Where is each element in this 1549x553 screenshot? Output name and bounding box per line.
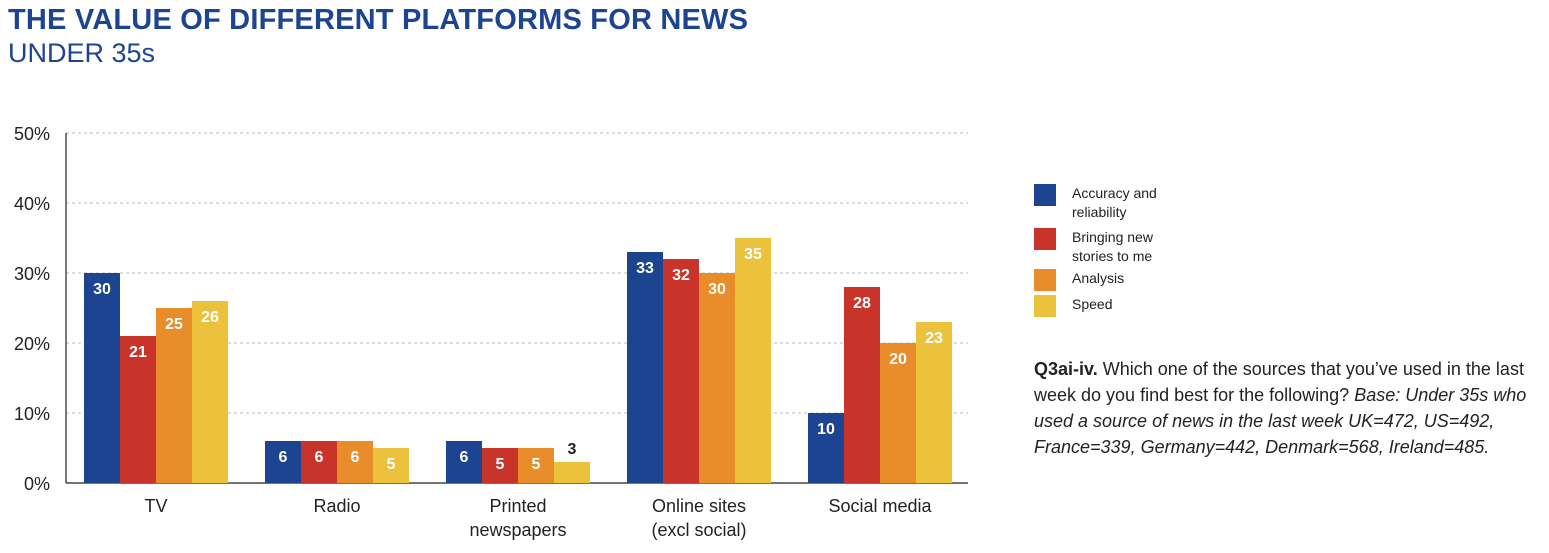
bar xyxy=(84,273,120,483)
bar xyxy=(482,448,518,483)
bar xyxy=(120,336,156,483)
bar xyxy=(518,448,554,483)
bar xyxy=(844,287,880,483)
data-label: 35 xyxy=(744,246,762,263)
bar xyxy=(663,259,699,483)
legend-label: Speed xyxy=(1072,296,1113,312)
bar xyxy=(627,252,663,483)
bar xyxy=(156,308,192,483)
bar xyxy=(916,322,952,483)
legend-label: Bringing new stories to me xyxy=(1072,229,1153,264)
bar xyxy=(265,441,301,483)
bar xyxy=(192,301,228,483)
y-tick-label: 10% xyxy=(14,404,50,424)
data-label: 30 xyxy=(708,281,726,298)
x-tick-label: Social media xyxy=(828,496,932,516)
data-label: 30 xyxy=(93,281,111,298)
x-tick-label: newspapers xyxy=(469,520,566,540)
bar xyxy=(554,462,590,483)
y-tick-label: 40% xyxy=(14,194,50,214)
data-label: 23 xyxy=(925,330,943,347)
data-label: 5 xyxy=(387,456,396,473)
data-label: 6 xyxy=(351,449,360,466)
data-label: 20 xyxy=(889,351,907,368)
bar xyxy=(373,448,409,483)
data-label: 3 xyxy=(568,441,577,458)
data-label: 6 xyxy=(460,449,469,466)
survey-base: Base: Under 35s who used a source of new… xyxy=(1034,385,1527,457)
data-label: 33 xyxy=(636,260,654,277)
bar-chart: 0% 10% 20% 30% 40% 50% 30 21 25 26 TV 6 6 6 5 Radio 6 5 5 3… xyxy=(14,124,968,540)
data-label: 5 xyxy=(532,456,541,473)
y-tick-label: 0% xyxy=(24,474,50,494)
y-tick-label: 50% xyxy=(14,124,50,144)
bar xyxy=(880,343,916,483)
bar xyxy=(735,238,771,483)
x-tick-label: Printed xyxy=(489,496,546,516)
data-label: 6 xyxy=(315,449,324,466)
survey-question-id: Q3ai-iv. xyxy=(1034,359,1098,379)
data-label: 21 xyxy=(129,344,147,361)
legend-label: Analysis xyxy=(1072,270,1125,286)
data-label: 10 xyxy=(817,421,835,438)
data-label: 5 xyxy=(496,456,505,473)
legend-swatch xyxy=(1034,295,1056,317)
legend-label: Accuracy and reliability xyxy=(1072,185,1157,220)
bar xyxy=(808,413,844,483)
y-tick-label: 20% xyxy=(14,334,50,354)
data-label: 32 xyxy=(672,267,690,284)
data-label: 25 xyxy=(165,316,183,333)
data-label: 28 xyxy=(853,295,871,312)
bar xyxy=(446,441,482,483)
chart-title: THE VALUE OF DIFFERENT PLATFORMS FOR NEW… xyxy=(8,4,749,36)
legend-swatch xyxy=(1034,184,1056,206)
survey-question-text: Which one of the sources that you’ve use… xyxy=(1034,359,1524,405)
data-label: 6 xyxy=(279,449,288,466)
x-tick-label: (excl social) xyxy=(651,520,746,540)
legend-swatch xyxy=(1034,269,1056,291)
bar xyxy=(301,441,337,483)
bar xyxy=(337,441,373,483)
x-tick-label: TV xyxy=(144,496,167,516)
x-tick-label: Online sites xyxy=(652,496,746,516)
survey-note: Q3ai-iv. Which one of the sources that y… xyxy=(1034,356,1534,460)
chart-subtitle: UNDER 35s xyxy=(8,38,156,68)
y-tick-label: 30% xyxy=(14,264,50,284)
legend-swatch xyxy=(1034,228,1056,250)
x-tick-label: Radio xyxy=(313,496,360,516)
data-label: 26 xyxy=(201,309,219,326)
bar xyxy=(699,273,735,483)
